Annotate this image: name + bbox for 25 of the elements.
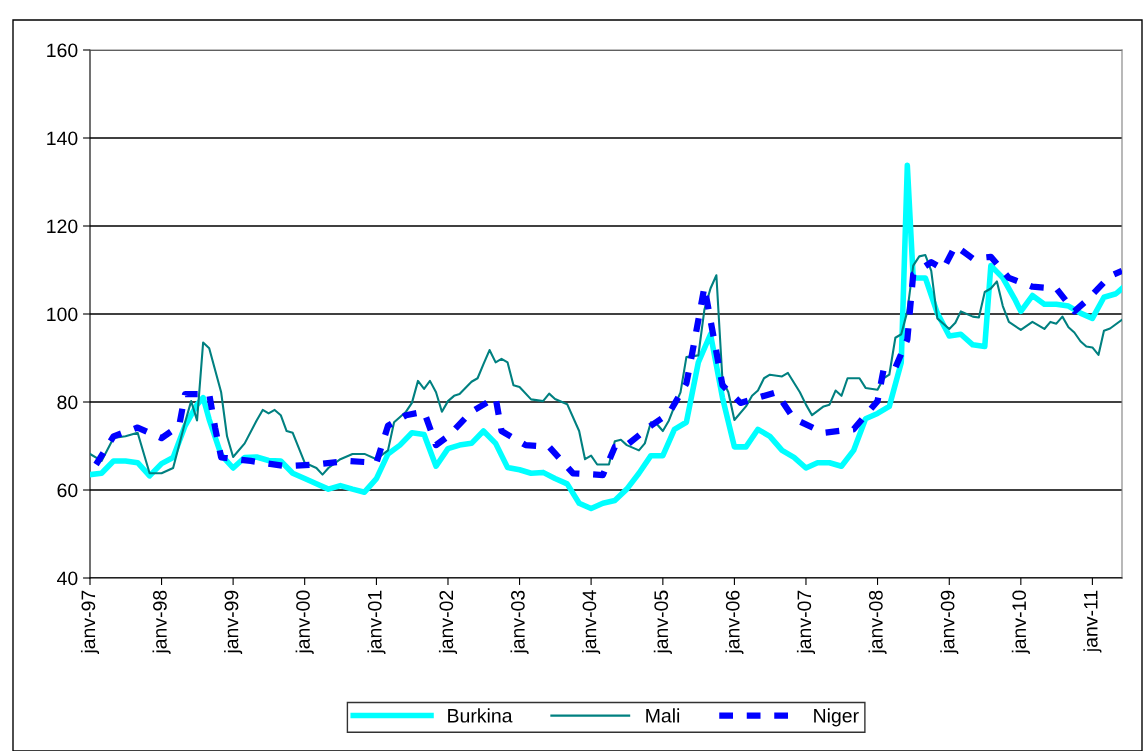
x-tick-label: janv-06: [725, 590, 744, 655]
x-tick-label: janv-03: [510, 590, 529, 655]
y-tick-label: 160: [47, 43, 78, 58]
y-tick-label: 80: [57, 395, 78, 410]
x-tick-label: janv-98: [152, 590, 171, 655]
x-tick-label: janv-02: [438, 590, 458, 655]
x-tick-label: janv-00: [295, 590, 314, 655]
x-tick-label: janv-08: [868, 590, 887, 655]
y-tick-label: 60: [57, 483, 78, 498]
x-tick-label: janv-05: [653, 590, 672, 655]
x-tick-label: janv-01: [367, 590, 386, 655]
y-tick-label: 140: [47, 131, 78, 146]
y-tick-label: 40: [57, 571, 78, 586]
legend-label: Burkina: [448, 708, 513, 723]
y-tick-label: 100: [47, 307, 78, 322]
x-tick-label: janv-04: [582, 590, 601, 655]
y-tick-label: 120: [47, 219, 78, 234]
legend-label: Mali: [646, 708, 680, 723]
x-tick-label: janv-99: [224, 590, 243, 655]
x-tick-label: janv-97: [80, 590, 100, 655]
x-tick-label: janv-07: [796, 590, 816, 655]
x-tick-label: janv-11: [1083, 590, 1102, 653]
x-tick-label: janv-09: [940, 590, 959, 655]
x-tick-label: janv-10: [1011, 590, 1030, 655]
legend-label: Niger: [814, 708, 859, 727]
